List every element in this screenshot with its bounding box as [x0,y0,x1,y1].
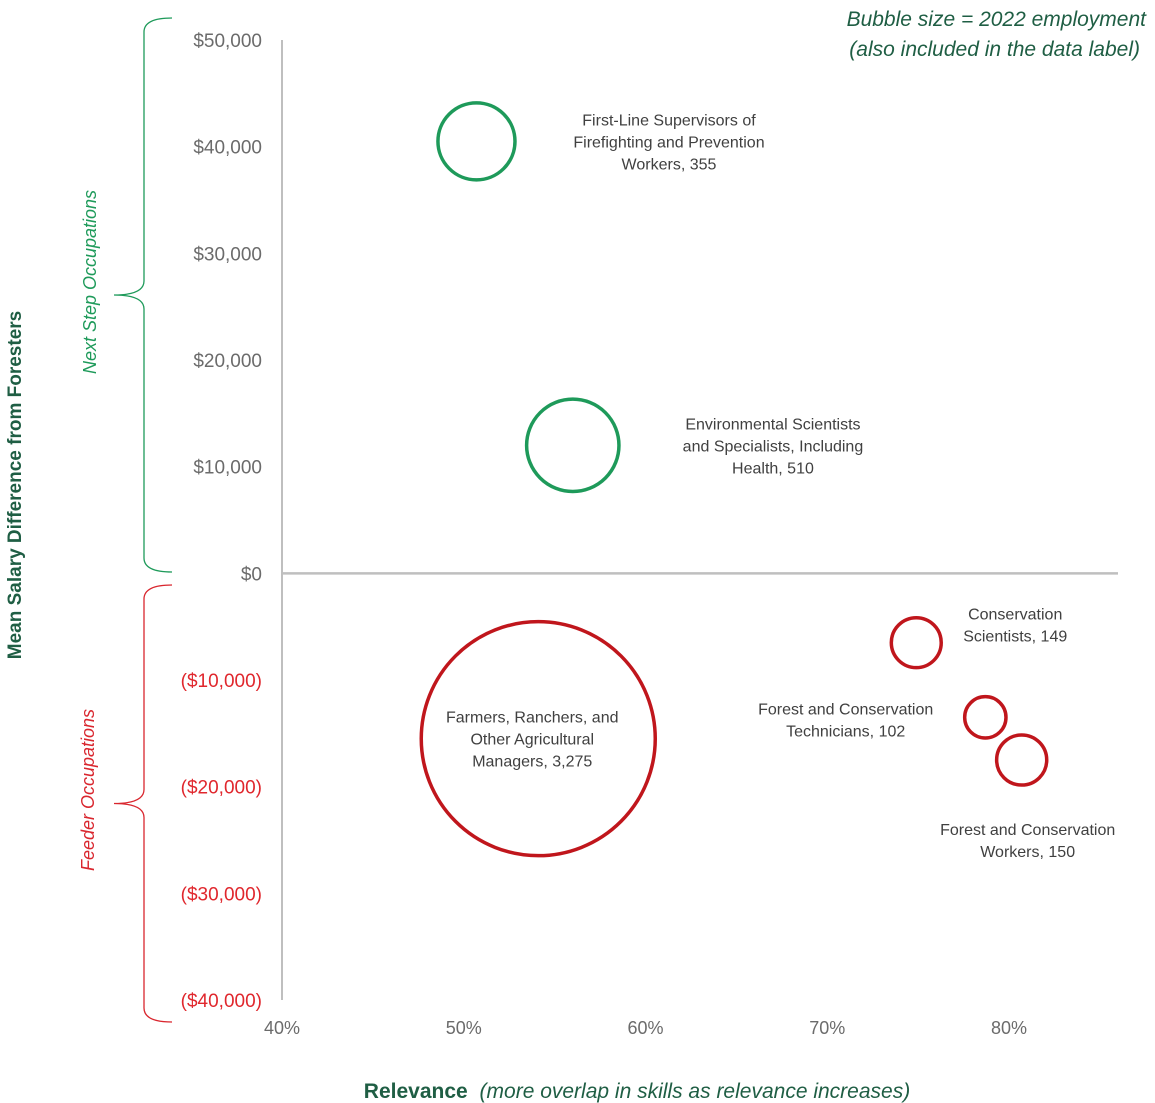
y-tick-label: $10,000 [193,458,262,479]
bubble [419,619,658,858]
feeder-brace [113,584,173,1023]
x-tick-label: 40% [264,1018,300,1038]
bubble-label: Scientists, 149 [963,629,1067,646]
bubble-labels: First-Line Supervisors of Firefighting an… [446,112,1115,861]
bubble [994,733,1049,787]
bubble-label: Firefighting and Prevention [573,134,764,151]
y-tick-label: ($10,000) [181,671,262,692]
axes [281,40,1118,1000]
x-tick-labels: 40% 50% 60% 70% 80% [264,1018,1027,1038]
bubble-label: Managers, 3,275 [472,754,592,771]
feeder-occupations-label: Feeder Occupations [78,709,98,871]
bubble-label: First-Line Supervisors of [582,112,756,129]
bubble-label: Health, 510 [732,460,814,477]
y-tick-label: ($40,000) [181,991,262,1012]
y-tick-label: $50,000 [193,31,262,52]
bubble-size-note-line-2: (also included in the data label) [849,38,1140,61]
bubble-label: Conservation [968,607,1062,624]
bubble [962,694,1008,740]
group-brackets: Next Step Occupations Feeder Occupations [78,17,173,1023]
y-tick-label: $40,000 [193,138,262,159]
y-tick-label: ($20,000) [181,778,262,799]
bubble [524,397,621,494]
bubble-label: Workers, 150 [980,844,1075,861]
y-tick-label: $30,000 [193,244,262,265]
next-step-occupations-label: Next Step Occupations [80,190,100,374]
bubble [889,615,943,670]
y-axis-title: Mean Salary Difference from Foresters [5,311,26,659]
x-axis-title: Relevance (more overlap in skills as rel… [364,1080,910,1103]
x-tick-label: 60% [627,1018,663,1038]
bubble-label: and Specialists, Including [683,438,864,455]
y-tick-label: $20,000 [193,351,262,372]
y-tick-label: $0 [241,564,262,585]
bubble-label: Farmers, Ranchers, and [446,710,619,727]
bubbles [419,101,1049,858]
y-tick-labels: $50,000 $40,000 $30,000 $20,000 $10,000 $0 ($1… [181,31,262,1012]
bubble-label: Technicians, 102 [786,723,905,740]
x-axis-title-italic: (more overlap in skills as relevance inc… [480,1080,911,1103]
y-tick-label: ($30,000) [181,884,262,905]
bubble-label: Environmental Scientists [685,416,860,433]
x-axis-title-bold: Relevance [364,1080,468,1103]
x-tick-label: 80% [991,1018,1027,1038]
bubble-size-note-line-1: Bubble size = 2022 employment [847,8,1148,31]
bubble-label: Other Agricultural [470,732,594,749]
bubble [436,101,517,182]
next-step-brace [113,17,173,573]
bubble-label: Workers, 355 [622,156,717,173]
bubble-label: Forest and Conservation [940,822,1115,839]
x-tick-label: 50% [446,1018,482,1038]
x-tick-label: 70% [809,1018,845,1038]
bubble-label: Forest and Conservation [758,701,933,718]
